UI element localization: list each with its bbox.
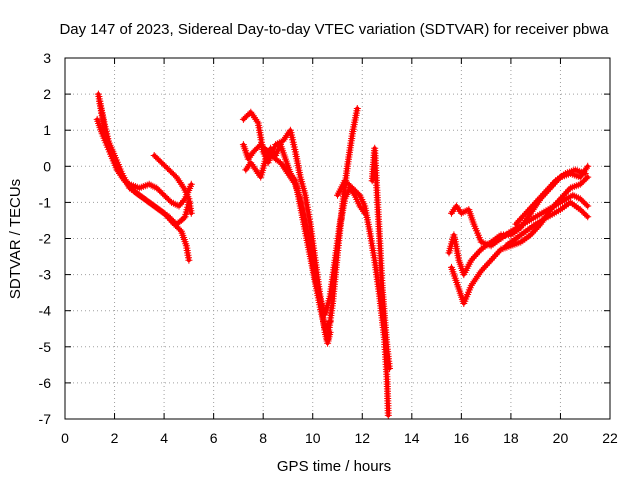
x-tick-label: 12 bbox=[354, 430, 370, 446]
series-arc-2d bbox=[324, 105, 361, 344]
series-arc-2c bbox=[242, 141, 334, 333]
series-arc-3e bbox=[512, 166, 589, 228]
data-layer bbox=[93, 90, 592, 419]
y-tick-label: 1 bbox=[43, 122, 51, 138]
series-arc-3d bbox=[502, 198, 592, 250]
series-arc-3c bbox=[448, 191, 592, 250]
y-tick-label: -7 bbox=[39, 411, 52, 427]
plus-markers bbox=[150, 152, 195, 217]
series-arc-1b bbox=[96, 97, 193, 228]
x-tick-label: 14 bbox=[404, 430, 420, 446]
y-tick-label: 2 bbox=[43, 86, 51, 102]
plus-markers bbox=[242, 141, 334, 333]
plus-markers bbox=[368, 144, 393, 372]
y-tick-label: -3 bbox=[39, 267, 52, 283]
x-axis-label: GPS time / hours bbox=[277, 458, 391, 475]
x-tick-label: 0 bbox=[61, 430, 69, 446]
x-tick-label: 6 bbox=[210, 430, 218, 446]
x-tick-label: 20 bbox=[553, 430, 569, 446]
series-arc-1d bbox=[150, 152, 195, 217]
y-tick-label: -6 bbox=[39, 375, 52, 391]
y-tick-label: -1 bbox=[39, 194, 52, 210]
plus-markers bbox=[448, 191, 592, 250]
x-tick-label: 22 bbox=[602, 430, 618, 446]
y-axis-label: SDTVAR / TECUs bbox=[7, 179, 24, 299]
y-tick-label: -2 bbox=[39, 231, 52, 247]
plus-markers bbox=[93, 115, 193, 264]
plus-markers bbox=[448, 173, 592, 307]
y-tick-label: 0 bbox=[43, 158, 51, 174]
series-arc-2f bbox=[368, 144, 393, 372]
series-arc-1c bbox=[93, 115, 193, 264]
plus-markers bbox=[502, 198, 592, 250]
x-tick-label: 18 bbox=[503, 430, 519, 446]
x-tick-label: 16 bbox=[454, 430, 470, 446]
y-tick-label: -4 bbox=[39, 303, 52, 319]
x-tick-label: 4 bbox=[160, 430, 168, 446]
x-tick-label: 2 bbox=[111, 430, 119, 446]
plus-markers bbox=[96, 97, 193, 228]
x-tick-label: 10 bbox=[305, 430, 321, 446]
chart-title: Day 147 of 2023, Sidereal Day-to-day VTE… bbox=[59, 21, 609, 38]
plus-markers bbox=[512, 166, 589, 228]
y-tick-label: 3 bbox=[43, 50, 51, 66]
x-tick-label: 8 bbox=[259, 430, 267, 446]
y-tick-label: -5 bbox=[39, 339, 52, 355]
series-arc-3b bbox=[448, 173, 592, 307]
